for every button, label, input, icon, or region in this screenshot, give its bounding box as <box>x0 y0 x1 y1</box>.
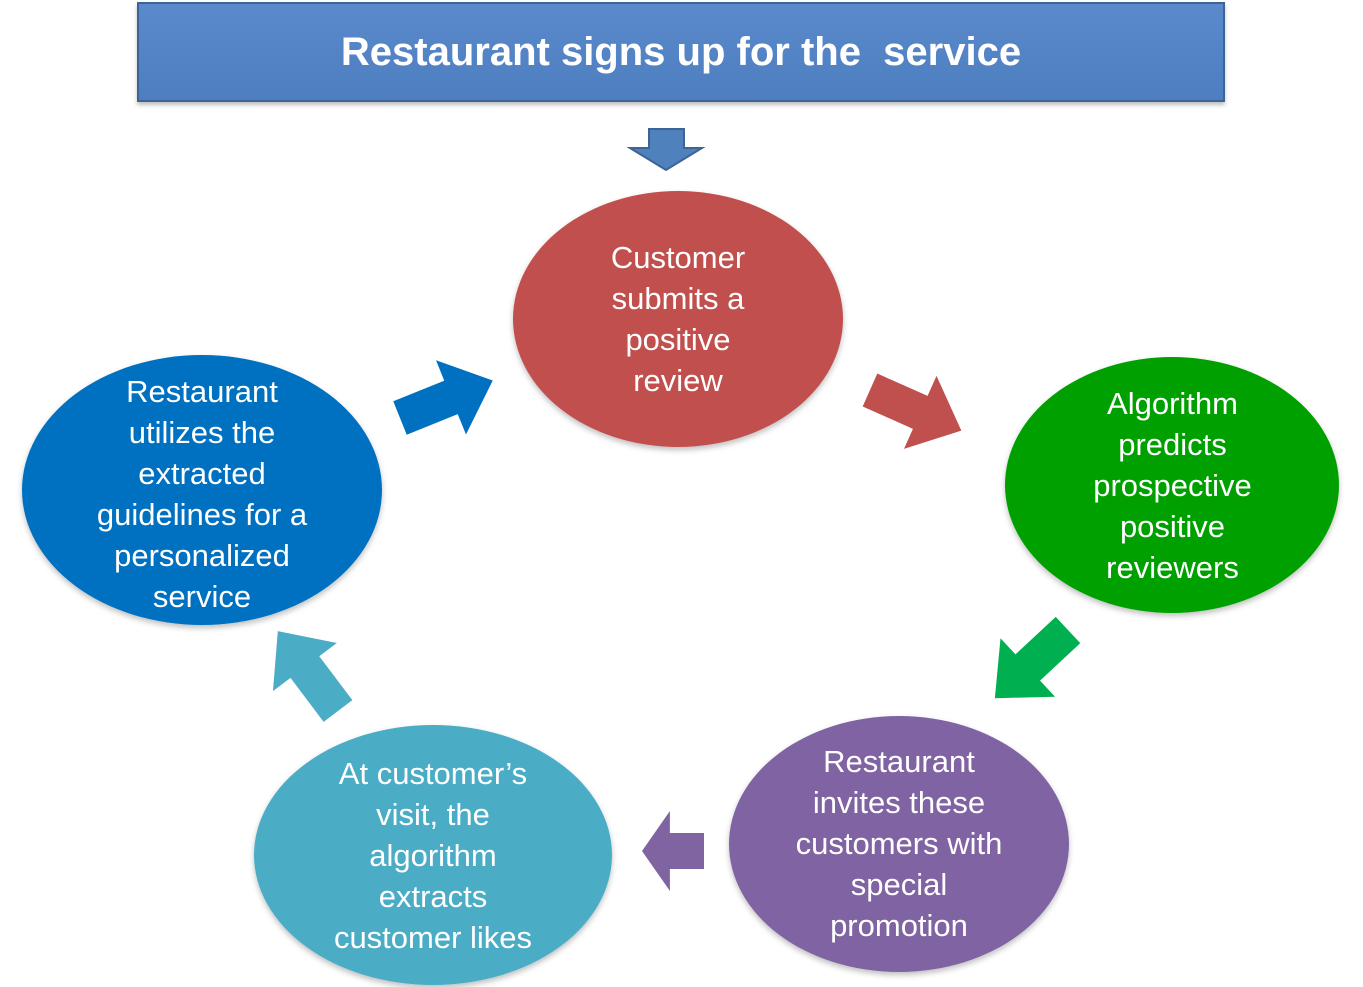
node-utilize-shape <box>22 355 382 625</box>
arrow-purple <box>642 811 704 891</box>
title-text: Restaurant signs up for the service <box>340 29 1022 74</box>
arrow-blue <box>393 360 493 435</box>
arrow-green <box>994 616 1081 699</box>
down-arrow <box>626 128 706 172</box>
node-submit-review-shape <box>513 191 843 447</box>
node-predict-shape <box>1005 357 1339 613</box>
node-extract-shape <box>254 725 612 985</box>
title-box: Restaurant signs up for the service <box>137 2 1225 102</box>
node-invite-shape <box>729 716 1069 972</box>
arrow-red <box>862 373 962 449</box>
arrow-teal <box>272 631 353 722</box>
